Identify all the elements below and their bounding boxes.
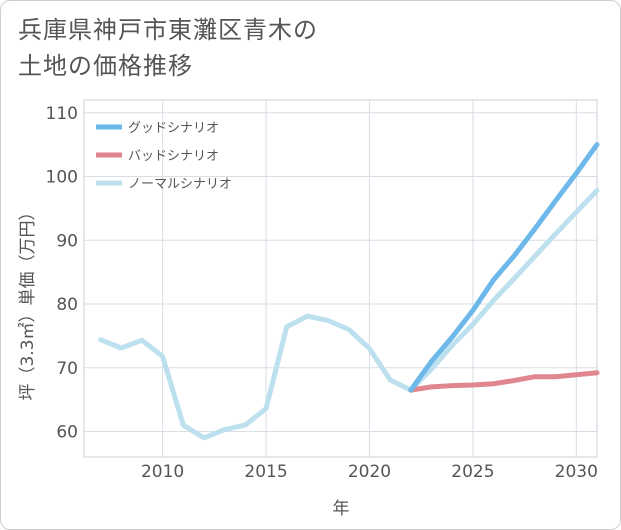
legend-label: ノーマルシナリオ xyxy=(128,177,232,192)
x-tick-label: 2025 xyxy=(451,462,494,482)
x-tick-label: 2010 xyxy=(141,462,184,482)
y-tick-label: 110 xyxy=(46,104,78,124)
grid-lines xyxy=(84,100,597,457)
y-tick-label: 70 xyxy=(56,359,78,379)
series-line-2 xyxy=(98,188,600,441)
x-tick-label: 2030 xyxy=(555,462,598,482)
y-tick-label: 100 xyxy=(46,168,78,188)
chart-title: 兵庫県神戸市東灘区青木の 土地の価格推移 xyxy=(18,16,318,80)
y-axis-label: 坪（3.3㎡）単価（万円） xyxy=(18,203,38,400)
x-tick-label: 2020 xyxy=(348,462,391,482)
series-line-1 xyxy=(408,370,600,393)
y-tick-label: 90 xyxy=(56,231,78,251)
y-tick-label: 80 xyxy=(56,295,78,315)
x-axis-label: 年 xyxy=(333,499,350,519)
legend-label: バッドシナリオ xyxy=(128,149,219,164)
x-tick-label: 2015 xyxy=(244,462,287,482)
legend-label: グッドシナリオ xyxy=(128,121,219,136)
x-axis-ticks: 2010 2015 2020 2025 2030 xyxy=(141,462,598,482)
y-axis-ticks: 60 70 80 90 100 110 xyxy=(46,104,78,443)
series-line-0 xyxy=(408,142,600,393)
series-lines xyxy=(98,142,600,441)
y-tick-label: 60 xyxy=(56,423,78,443)
